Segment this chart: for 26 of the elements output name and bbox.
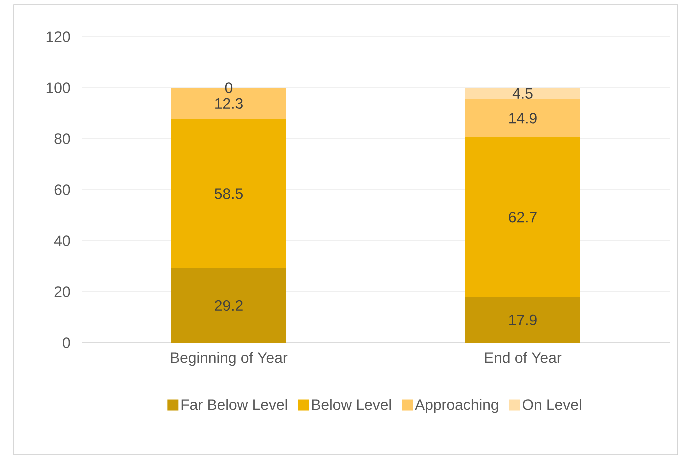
- bar: [466, 99, 580, 138]
- bar: [466, 297, 580, 343]
- y-tick-label: 120: [46, 32, 70, 42]
- y-tick-label: 60: [54, 184, 70, 196]
- legend-label: Below Level: [312, 399, 392, 410]
- y-tick-label: 0: [63, 338, 70, 348]
- bar: [172, 268, 287, 343]
- data-label: 12.3: [216, 98, 243, 109]
- data-label: 58.5: [215, 188, 243, 200]
- legend-label: Approaching: [415, 399, 498, 414]
- legend-label: Far Below Level: [182, 399, 288, 410]
- x-tick-label: Beginning of Year: [171, 352, 288, 366]
- data-label: 4.5: [512, 88, 533, 99]
- data-label: 14.9: [510, 113, 537, 124]
- bar: [172, 119, 287, 269]
- x-tick-label: End of Year: [485, 352, 562, 364]
- y-tick-label: 20: [54, 286, 70, 298]
- y-tick-label: 80: [54, 134, 70, 144]
- legend-label: On Level: [523, 399, 582, 410]
- y-tick-label: 100: [46, 82, 70, 94]
- bar: [466, 137, 580, 298]
- data-label: 17.9: [510, 314, 537, 326]
- data-label: 62.7: [509, 212, 537, 223]
- y-tick-label: 40: [54, 236, 70, 246]
- data-label: 29.2: [215, 300, 243, 312]
- bar: [466, 88, 580, 100]
